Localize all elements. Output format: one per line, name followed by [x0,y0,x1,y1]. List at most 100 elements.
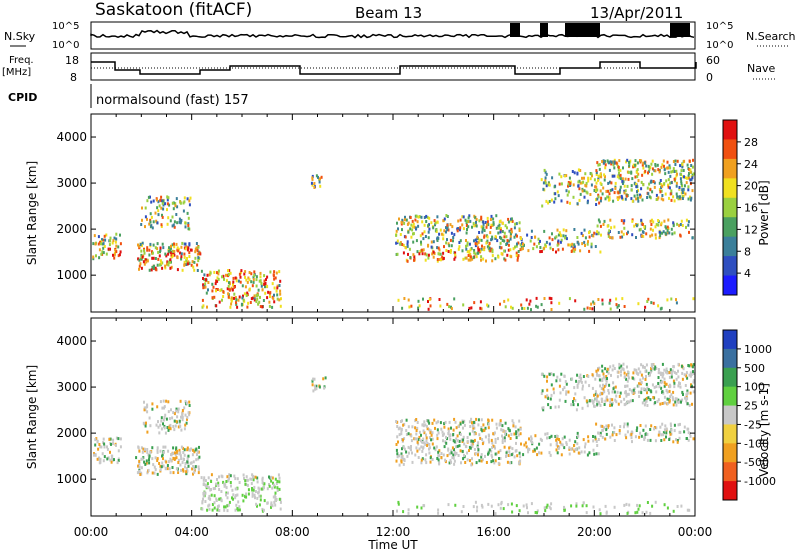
echo-cell [115,250,118,254]
echo-cell [174,424,177,428]
echo-cell [248,278,251,282]
echo-cell [550,502,553,506]
xlabel: Time UT [367,538,418,552]
echo-cell [565,382,568,386]
echo-cell [557,446,560,450]
echo-cell [269,295,271,298]
echo-cell [257,486,260,490]
echo-cell [429,460,432,464]
echo-cell [485,259,487,263]
echo-cell [606,377,608,380]
echo-cell [218,475,220,479]
echo-cell [192,265,195,269]
echo-cell [517,433,520,437]
echo-cell [175,450,178,454]
echo-cell [432,255,435,259]
echo-cell [575,447,578,451]
echo-cell [675,397,678,401]
echo-cell [480,418,483,422]
echo-cell [398,217,400,221]
echo-cell [448,452,451,456]
echo-cell [627,170,630,174]
echo-cell [459,226,462,230]
echo-cell [648,195,651,199]
echo-cell [605,424,608,428]
echo-cell [685,181,688,185]
echo-cell [621,179,624,183]
echo-cell [411,460,414,464]
echo-cell [222,480,225,484]
echo-cell [274,499,277,503]
echo-cell [662,372,665,376]
echo-cell [480,247,483,251]
echo-cell [681,197,684,200]
echo-cell [645,375,647,378]
echo-cell [657,371,660,375]
echo-cell [237,298,240,302]
echo-cell [511,510,514,514]
echo-cell [213,270,216,274]
xtick-label: 00:00 [678,525,713,539]
echo-cell [570,447,573,451]
echo-cell [587,435,590,439]
echo-cell [269,270,272,274]
echo-cell [590,183,593,187]
echo-cell [663,377,666,381]
echo-cell [422,429,425,433]
echo-cell [198,455,201,459]
echo-cell [512,424,515,428]
echo-cell [563,446,566,450]
echo-cell [179,451,182,455]
echo-cell [430,438,433,442]
echo-cell [203,491,206,495]
echo-cell [198,445,200,449]
echo-cell [98,443,101,446]
echo-cell [234,296,237,300]
echo-cell [680,504,683,508]
echo-cell [115,237,118,241]
echo-cell [597,298,600,301]
echo-cell [159,423,162,427]
echo-cell [272,481,274,485]
echo-cell [680,182,683,186]
echo-cell [396,425,399,428]
ytick-label: 1000 [56,472,87,486]
echo-cell [636,193,639,197]
echo-cell [445,226,447,230]
echo-cell [570,504,573,508]
echo-cell [173,220,176,224]
power-heatmap [92,158,695,312]
echo-cell [587,375,590,378]
echo-cell [580,380,583,384]
echo-cell [397,500,400,504]
echo-cell [213,494,216,498]
echo-cell [595,169,598,173]
freq-left-tick-top: 18 [65,54,79,67]
echo-cell [402,457,405,461]
echo-cell [600,196,603,200]
echo-cell [504,305,507,309]
echo-cell [652,180,655,183]
echo-cell [631,376,634,380]
echo-cell [597,178,599,182]
echo-cell [513,235,516,239]
echo-cell [202,483,205,486]
echo-cell [611,236,614,240]
echo-cell [585,504,588,508]
echo-cell [553,200,556,204]
echo-cell [585,190,588,194]
echo-cell [420,439,422,443]
echo-cell [593,231,596,235]
echo-cell [487,433,490,437]
echo-cell [622,166,624,170]
echo-cell [657,168,660,172]
echo-cell [489,225,492,229]
echo-cell [467,225,470,229]
echo-cell [666,371,669,375]
echo-cell [672,224,675,228]
echo-cell [412,240,415,244]
echo-cell [621,297,624,301]
echo-cell [659,179,662,182]
echo-cell [478,459,481,463]
echo-cell [164,202,167,206]
